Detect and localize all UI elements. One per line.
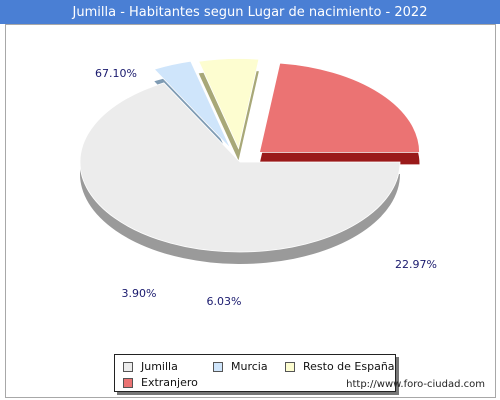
pie-labels: 67.10% 3.90% 6.03% 22.97% — [95, 67, 437, 308]
legend: Jumilla Murcia Resto de España Extranjer… — [114, 354, 396, 392]
slice-label-jumilla: 67.10% — [95, 67, 137, 80]
source-link[interactable]: http://www.foro-ciudad.com — [346, 379, 485, 390]
legend-swatch-jumilla — [123, 361, 133, 372]
pie-chart: 67.10% 3.90% 6.03% 22.97% — [79, 58, 437, 308]
legend-item-resto-espana: Resto de España — [285, 360, 395, 373]
slice-murcia — [153, 60, 231, 149]
chart-title: Jumilla - Habitantes segun Lugar de naci… — [0, 0, 500, 24]
slice-resto-espana — [198, 58, 260, 150]
legend-label-extranjero: Extranjero — [141, 376, 198, 389]
legend-label-murcia: Murcia — [231, 360, 268, 373]
legend-item-murcia: Murcia — [213, 360, 268, 373]
slice-label-resto-espana: 6.03% — [207, 295, 242, 308]
slice-jumilla — [79, 82, 401, 253]
pie-tops — [79, 58, 420, 253]
slice-label-extranjero: 22.97% — [395, 258, 437, 271]
legend-item-extranjero: Extranjero — [123, 376, 198, 389]
legend-label-jumilla: Jumilla — [141, 360, 178, 373]
legend-swatch-murcia — [213, 361, 223, 372]
slice-extranjero — [259, 62, 420, 153]
legend-item-jumilla: Jumilla — [123, 360, 178, 373]
legend-swatch-resto-espana — [285, 361, 295, 372]
legend-swatch-extranjero — [123, 377, 133, 388]
legend-label-resto-espana: Resto de España — [303, 360, 395, 373]
slice-label-murcia: 3.90% — [122, 287, 157, 300]
plot-area: 67.10% 3.90% 6.03% 22.97% Jumilla Murcia Re… — [5, 24, 496, 398]
